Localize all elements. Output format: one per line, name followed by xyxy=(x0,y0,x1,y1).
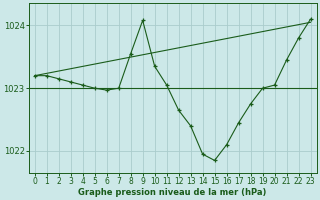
X-axis label: Graphe pression niveau de la mer (hPa): Graphe pression niveau de la mer (hPa) xyxy=(78,188,267,197)
